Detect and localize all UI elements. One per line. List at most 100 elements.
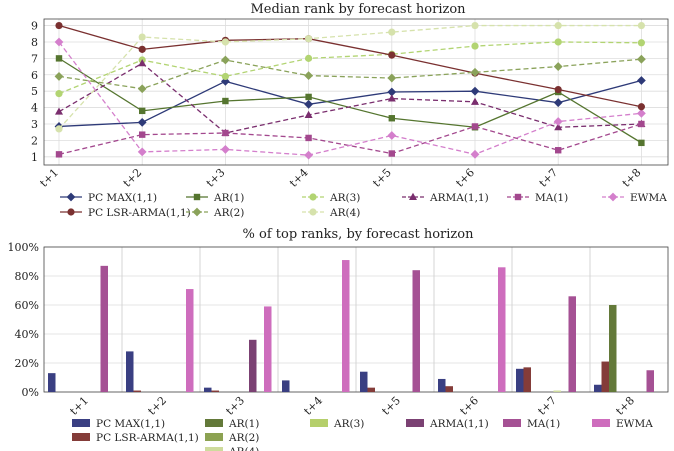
legend-swatch xyxy=(205,433,223,441)
data-point xyxy=(553,117,563,126)
legend-label: PC MAX(1,1) xyxy=(88,192,157,204)
data-point xyxy=(55,90,63,98)
legend-item: EWMA xyxy=(602,192,667,204)
data-point xyxy=(637,54,646,64)
legend-item: MA(1) xyxy=(503,418,560,430)
legend-label: EWMA xyxy=(616,418,653,430)
bar-pc-max-1-1 xyxy=(282,380,290,392)
bar-ma-1 xyxy=(646,370,654,392)
legend-item: AR(1) xyxy=(186,192,244,204)
line-chart-frame xyxy=(43,18,669,166)
y-tick-label: 4 xyxy=(31,102,38,115)
legend-label: MA(1) xyxy=(527,418,560,430)
data-point xyxy=(55,21,63,30)
data-point xyxy=(304,99,313,109)
data-point xyxy=(471,21,479,30)
x-tick-label: t+4 xyxy=(301,394,325,418)
legend-item: AR(4) xyxy=(302,207,360,219)
bar-ewma xyxy=(264,306,272,392)
data-point xyxy=(221,145,230,154)
bar-ar-1 xyxy=(609,305,617,392)
legend-label: AR(1) xyxy=(213,192,244,204)
legend-label: AR(1) xyxy=(228,418,259,430)
legend-label: AR(2) xyxy=(228,432,259,444)
data-point xyxy=(470,86,480,96)
series-ma-1 xyxy=(55,120,645,158)
data-point xyxy=(470,149,480,159)
legend-swatch xyxy=(205,419,223,427)
data-point xyxy=(137,117,147,127)
legend-item: AR(2) xyxy=(205,432,259,444)
line-chart-median-rank: Median rank by forecast horizon 1 2 3 4 5 6 7 8… xyxy=(31,2,669,219)
legend-item: AR(3) xyxy=(310,418,364,430)
legend-item: PC LSR-ARMA(1,1) xyxy=(72,432,199,444)
x-tick-label: t+2 xyxy=(145,394,169,418)
bar-ewma xyxy=(498,267,506,392)
series-line xyxy=(58,57,642,144)
y-tick-label: 2 xyxy=(31,134,38,147)
data-point xyxy=(387,94,396,102)
bar-ewma xyxy=(342,260,350,392)
data-point xyxy=(555,147,562,154)
data-point xyxy=(388,150,395,157)
bar-pc-max-1-1 xyxy=(204,387,212,392)
legend-item: AR(2) xyxy=(186,207,244,219)
y-tick-label: 20% xyxy=(15,357,39,370)
x-tick-label: t+8 xyxy=(620,166,644,190)
y-tick-label: 40% xyxy=(15,328,39,341)
legend-item: PC MAX(1,1) xyxy=(72,418,165,430)
legend-marker xyxy=(66,192,76,202)
legend-label: ARMA(1,1) xyxy=(429,192,489,204)
x-tick-label: t+7 xyxy=(535,394,559,418)
data-point xyxy=(221,38,229,46)
series-ewma xyxy=(54,37,646,160)
series-line xyxy=(58,58,642,90)
legend-item: PC LSR-ARMA(1,1) xyxy=(60,207,191,219)
bar-pc-lsr-arma-1-1 xyxy=(367,387,375,392)
data-point xyxy=(387,87,397,97)
legend-swatch xyxy=(205,447,223,451)
data-point xyxy=(554,85,562,94)
y-tick-label: 0% xyxy=(22,386,39,399)
x-tick-label: t+3 xyxy=(204,166,228,190)
legend-item: MA(1) xyxy=(507,192,568,204)
data-point xyxy=(54,72,64,81)
legend-marker xyxy=(192,207,202,217)
x-tick-label: t+6 xyxy=(453,166,477,190)
bar-ma-1 xyxy=(100,265,108,392)
data-point xyxy=(637,21,646,30)
legend-marker xyxy=(608,192,618,202)
data-point xyxy=(471,97,479,105)
y-tick-label: 1 xyxy=(31,151,38,164)
data-point xyxy=(222,97,229,105)
bar-ewma xyxy=(186,289,194,392)
series-ar-4 xyxy=(55,21,646,133)
data-point xyxy=(139,107,146,115)
legend-swatch xyxy=(503,419,521,427)
data-point xyxy=(55,55,63,62)
legend-label: AR(3) xyxy=(329,192,360,204)
series-line xyxy=(58,79,642,128)
x-tick-label: t+3 xyxy=(223,394,247,418)
x-tick-label: t+6 xyxy=(457,394,481,418)
data-point xyxy=(138,59,147,67)
data-point xyxy=(137,147,147,157)
bar-arma-1-1 xyxy=(249,339,257,392)
data-point xyxy=(221,55,230,65)
x-tick-label: t+1 xyxy=(67,394,91,418)
legend-label: AR(3) xyxy=(333,418,364,430)
data-point xyxy=(304,150,313,160)
legend-swatch xyxy=(72,419,90,427)
bar-pc-max-1-1 xyxy=(516,368,524,392)
y-tick-label: 9 xyxy=(31,20,38,33)
x-tick-label: t+5 xyxy=(379,394,403,418)
legend-label: AR(2) xyxy=(213,207,244,219)
data-point xyxy=(387,73,397,83)
data-point xyxy=(637,103,646,111)
bar-pc-max-1-1 xyxy=(438,378,446,392)
legend-item: ARMA(1,1) xyxy=(402,192,489,204)
data-point xyxy=(138,45,146,53)
data-point xyxy=(55,151,63,158)
line-chart-grid xyxy=(44,19,668,165)
bar-ar-4 xyxy=(553,390,561,392)
